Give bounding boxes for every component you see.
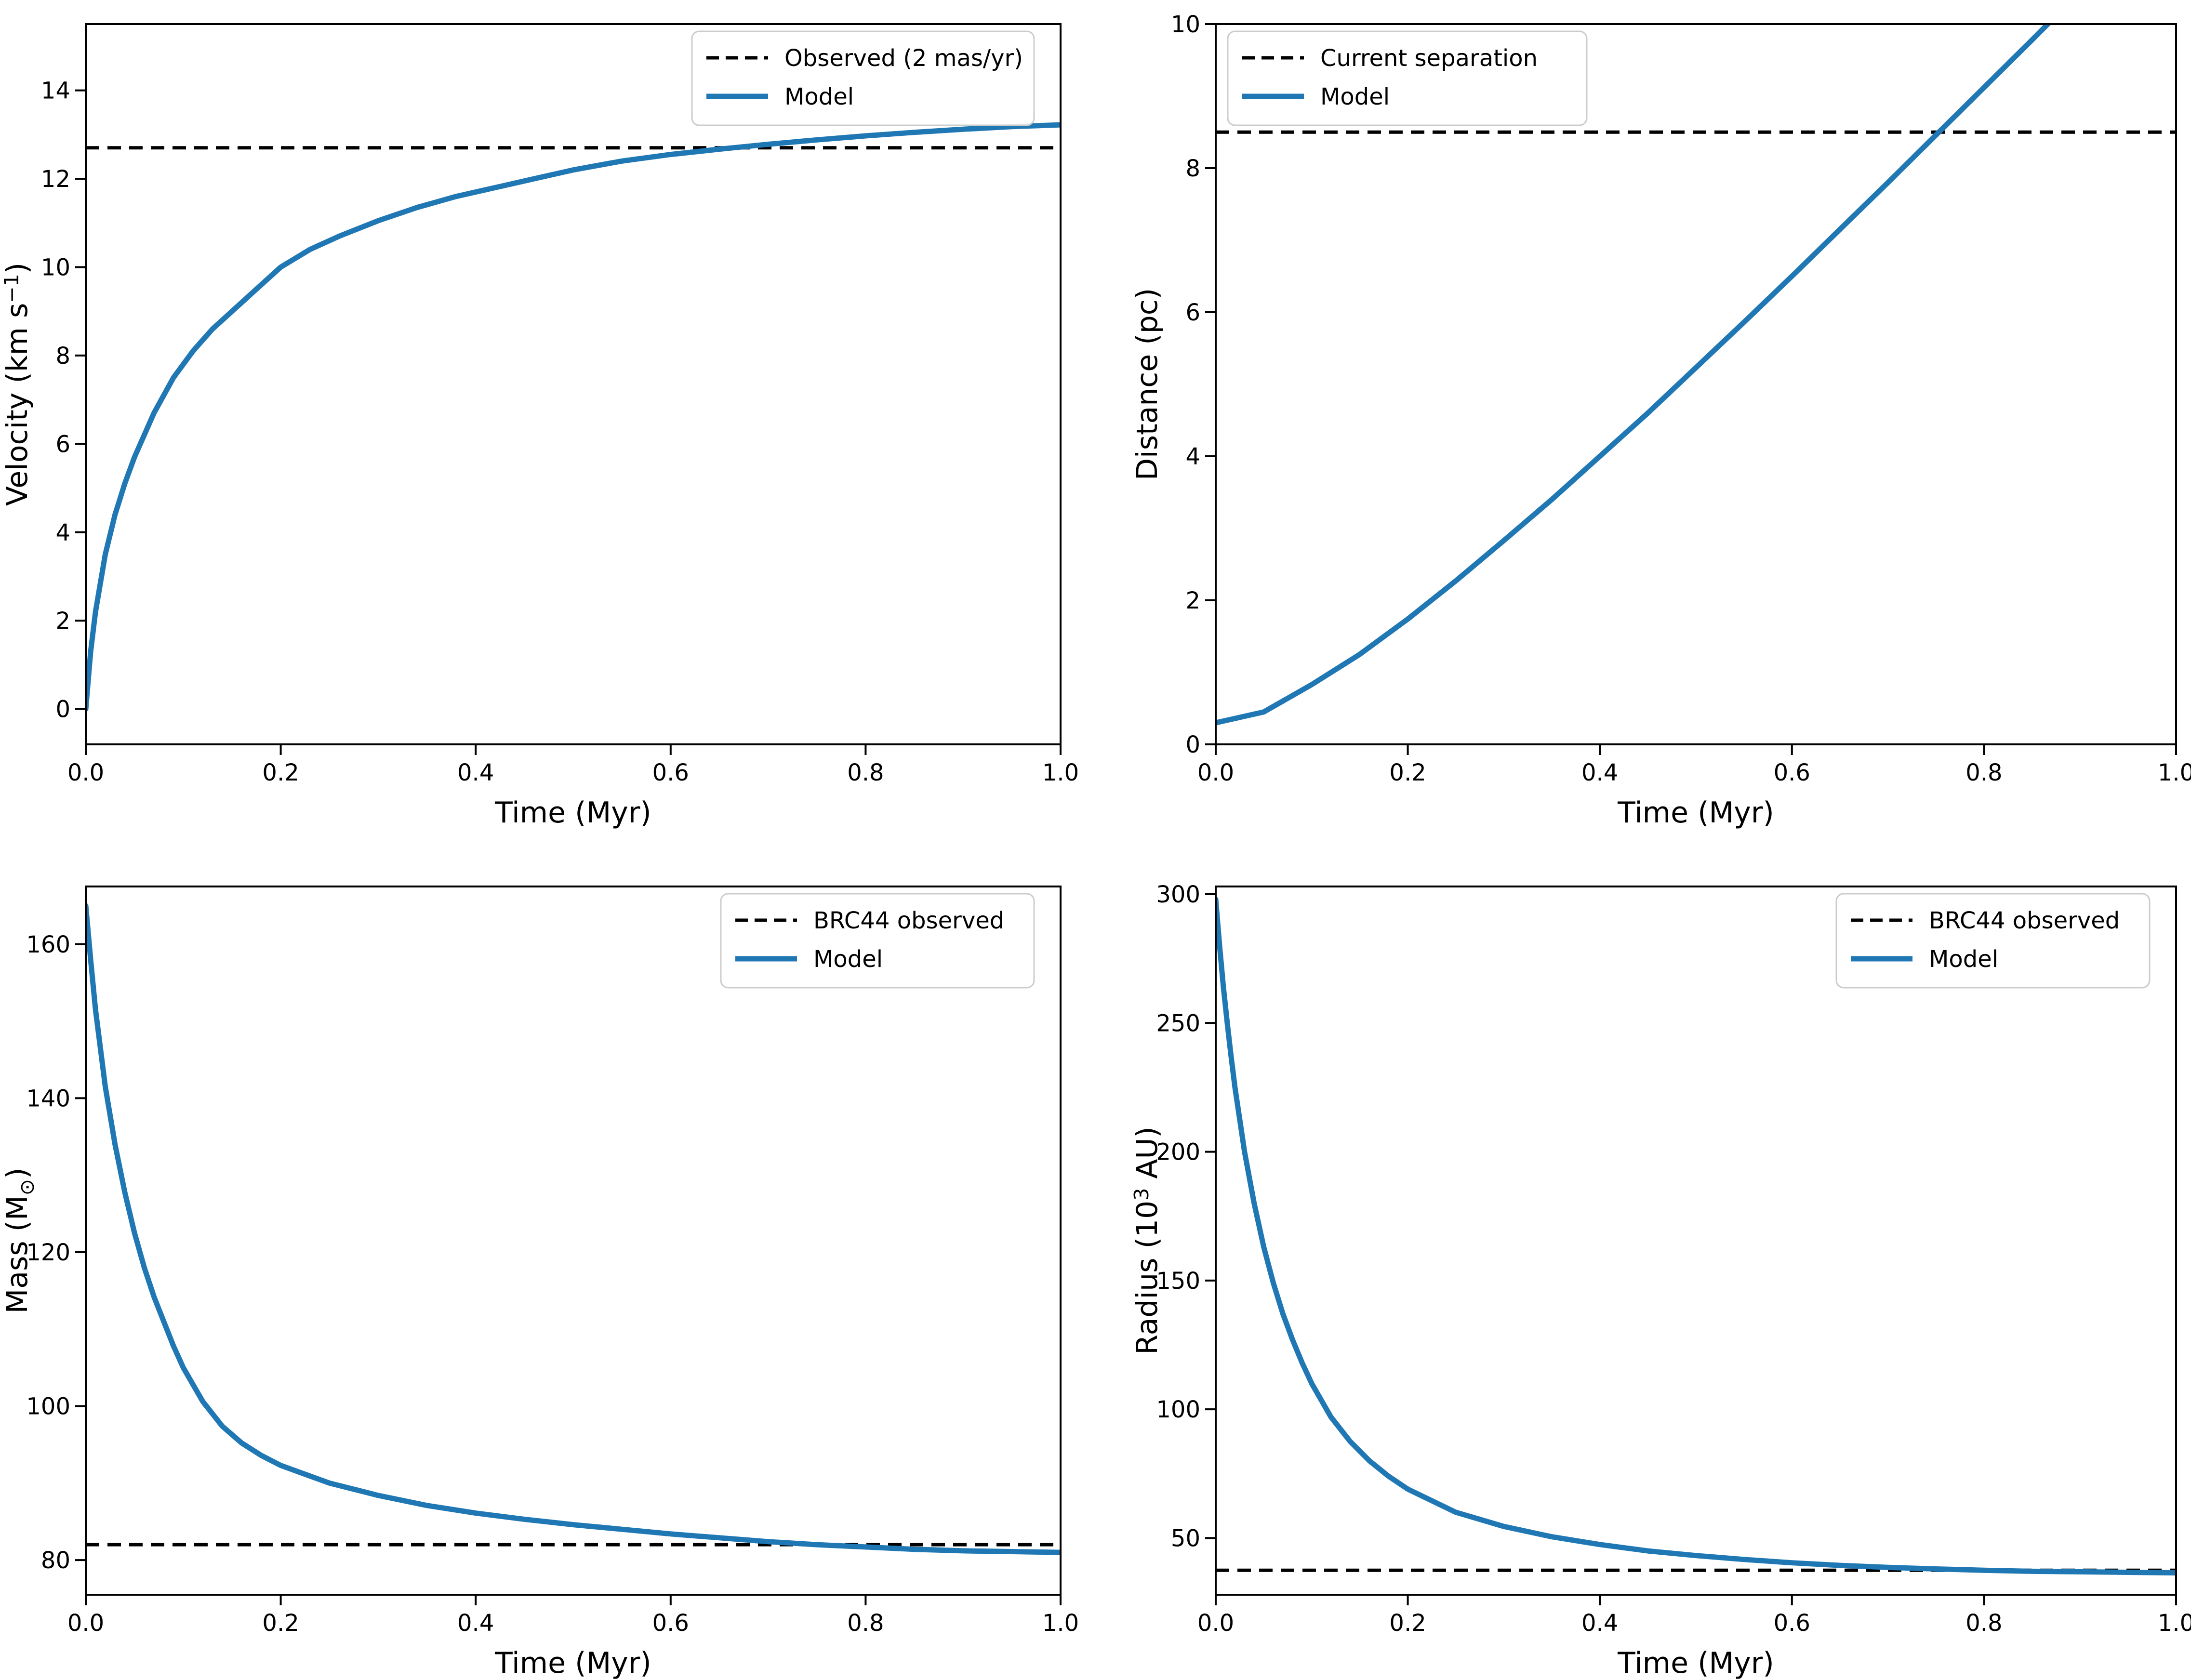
model-curve (1216, 897, 2176, 1576)
legend-entry-label: Model (1320, 83, 1390, 110)
y-tick-label: 2 (55, 608, 70, 635)
plot-spines (85, 23, 1062, 745)
x-tick-label: 0.4 (457, 1610, 494, 1637)
x-tick-label: 0.0 (67, 759, 104, 786)
x-tick-label: 0.8 (1965, 759, 2002, 786)
y-axis-label: Radius (103 AU) (1130, 1126, 1164, 1355)
x-tick-label: 0.8 (1965, 1610, 2002, 1637)
y-axis-label: Distance (pc) (1130, 288, 1164, 480)
y-tick-label: 14 (41, 78, 70, 105)
model-curve (1216, 24, 2052, 726)
y-tick-label: 80 (41, 1547, 70, 1574)
y-tick-label: 6 (1185, 299, 1200, 326)
x-tick-label: 0.4 (1581, 1610, 1618, 1637)
x-tick-label: 1.0 (1042, 759, 1079, 786)
model-curve (86, 122, 1061, 712)
y-tick-label: 10 (1171, 11, 1200, 38)
y-tick-label: 8 (55, 343, 70, 370)
y-tick-label: 2 (1185, 587, 1200, 614)
x-tick-label: 0.0 (1197, 759, 1234, 786)
legend-box (1835, 893, 2151, 989)
x-tick-label: 1.0 (2158, 759, 2191, 786)
x-tick-label: 0.2 (262, 1610, 299, 1637)
y-tick-label: 6 (55, 431, 70, 458)
x-tick-label: 0.8 (847, 1610, 884, 1637)
panel-mass: 0.0 0.2 0.4 0.6 0.8 1.0 80 100 120 140 160 Time (My… (0, 886, 1079, 1680)
panel-radius: 0.0 0.2 0.4 0.6 0.8 1.0 50 100 150 200 250 300 Time … (1130, 881, 2191, 1680)
y-tick-label: 4 (55, 519, 70, 546)
legend-entry-label: BRC44 observed (1929, 907, 2120, 934)
y-tick-label: 300 (1156, 881, 1200, 908)
x-tick-label: 0.6 (1774, 1610, 1810, 1637)
y-tick-label: 8 (1185, 155, 1200, 182)
legend: Observed (2 mas/yr) Model (691, 30, 1035, 126)
x-axis-label: Time (Myr) (494, 796, 651, 830)
x-tick-label: 0.0 (67, 1610, 104, 1637)
y-tick-label: 200 (1156, 1139, 1200, 1166)
x-tick-label: 0.2 (1389, 1610, 1426, 1637)
legend-entry-label: Model (1929, 946, 1998, 973)
legend-entry-label: Observed (2 mas/yr) (784, 45, 1023, 72)
y-tick-label: 50 (1171, 1525, 1200, 1552)
legend-box (1227, 30, 1588, 126)
y-axis-label: Mass (M⊙) (0, 1167, 39, 1313)
x-tick-label: 0.2 (262, 759, 299, 786)
legend-entry-label: Model (813, 946, 883, 973)
x-tick-label: 0.6 (652, 759, 689, 786)
y-tick-label: 10 (41, 254, 70, 281)
y-tick-label: 4 (1185, 443, 1200, 470)
y-tick-label: 12 (41, 166, 70, 193)
x-tick-label: 0.6 (1774, 759, 1810, 786)
y-axis-label: Velocity (km s−1) (0, 263, 34, 506)
x-tick-label: 1.0 (2158, 1610, 2191, 1637)
x-axis-label: Time (Myr) (494, 1646, 651, 1680)
x-tick-label: 0.0 (1197, 1610, 1234, 1637)
panel-velocity: 0.0 0.2 0.4 0.6 0.8 1.0 0 2 4 6 8 10 12 14 Time (Myr) V… (0, 23, 1079, 830)
y-tick-label: 0 (1185, 731, 1200, 758)
panel-distance: 0.0 0.2 0.4 0.6 0.8 1.0 0 2 4 6 8 10 Time (Myr) Dista… (1130, 11, 2191, 830)
y-tick-label: 140 (26, 1085, 70, 1112)
legend-entry-label: Model (784, 83, 854, 110)
legend: BRC44 observed Model (1835, 893, 2151, 989)
legend-box (691, 30, 1035, 126)
model-curve (86, 903, 1061, 1555)
legend-entry-label: Current separation (1320, 45, 1538, 72)
y-tick-label: 160 (26, 931, 70, 958)
x-tick-label: 0.2 (1389, 759, 1426, 786)
x-tick-label: 0.4 (1581, 759, 1618, 786)
x-axis-label: Time (Myr) (1617, 796, 1774, 830)
y-tick-label: 100 (1156, 1396, 1200, 1423)
x-tick-label: 0.8 (847, 759, 884, 786)
y-tick-label: 100 (26, 1393, 70, 1420)
legend-entry-label: BRC44 observed (813, 907, 1004, 934)
x-tick-label: 0.6 (652, 1610, 689, 1637)
y-tick-label: 0 (55, 696, 70, 723)
y-tick-label: 150 (1156, 1268, 1200, 1295)
x-tick-label: 1.0 (1042, 1610, 1079, 1637)
x-tick-label: 0.4 (457, 759, 494, 786)
legend: Current separation Model (1227, 30, 1588, 126)
legend-box (720, 893, 1035, 989)
plot-spines (85, 886, 1062, 1596)
plot-spines (1215, 886, 2177, 1596)
legend: BRC44 observed Model (720, 893, 1035, 989)
x-axis-label: Time (Myr) (1617, 1646, 1774, 1680)
plot-spines (1215, 23, 2177, 745)
y-tick-label: 120 (26, 1239, 70, 1266)
y-tick-label: 250 (1156, 1010, 1200, 1037)
